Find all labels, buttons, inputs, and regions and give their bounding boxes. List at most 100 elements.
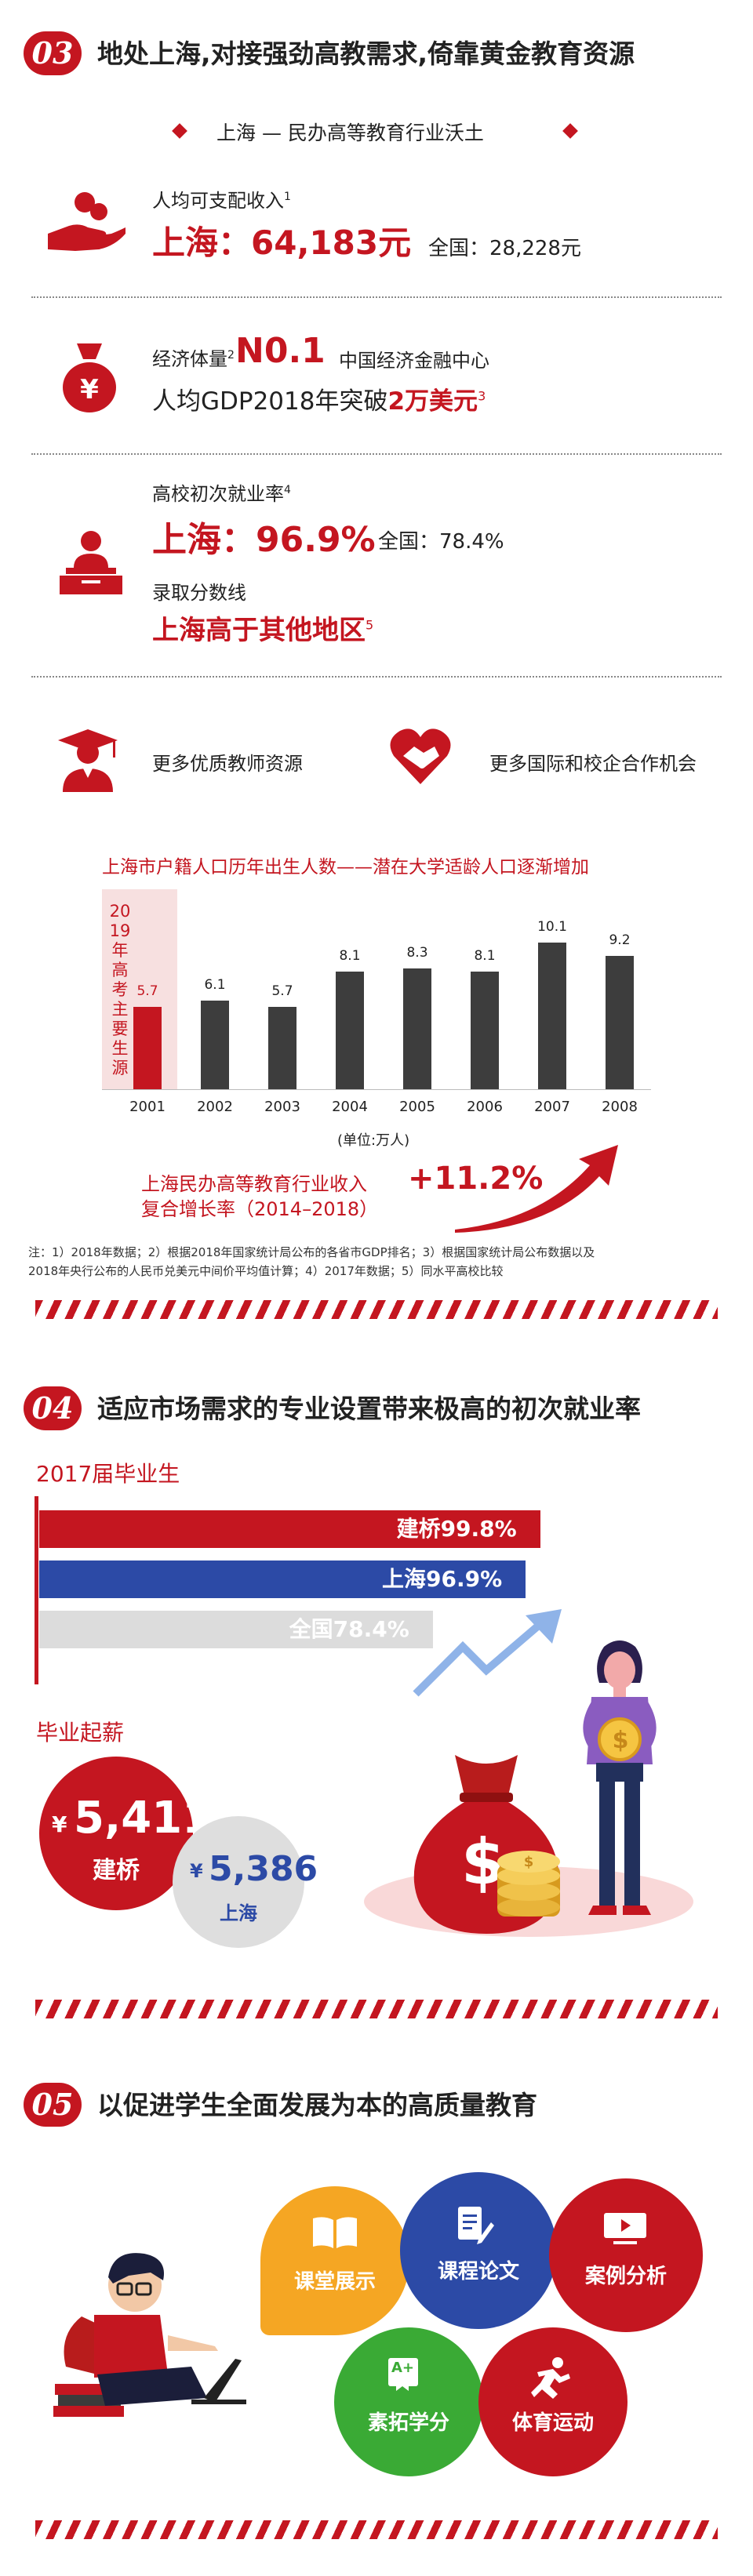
paper-edit-icon [455, 2205, 494, 2246]
activity-label: 课程论文 [437, 2260, 519, 2284]
teachers-text: 更多优质教师资源 [152, 753, 303, 775]
section-05-badge: 05 [24, 2083, 82, 2127]
chart-value-label: 8.1 [474, 948, 496, 965]
chart-year-label: 2002 [197, 1099, 233, 1115]
chart-year-label: 2006 [467, 1099, 503, 1115]
coin-stack-icon: $ [494, 1841, 565, 1920]
speaker-podium-icon [50, 530, 132, 596]
diamond-right-icon [562, 123, 578, 139]
chart-bar-2004 [336, 972, 364, 1089]
divider [31, 296, 722, 298]
salary-shanghai-name: 上海 [220, 1902, 257, 1924]
activity-circle: 课堂展示 [260, 2186, 409, 2335]
diamond-left-icon [172, 123, 187, 139]
income-value: 上海：64,183元 [152, 223, 412, 262]
activity-circle: 案例分析 [549, 2178, 703, 2332]
svg-text:$: $ [524, 1854, 534, 1870]
growth-label-2: 复合增长率（2014–2018） [141, 1198, 379, 1220]
student-laptop-illustration [50, 2249, 254, 2422]
gdp-text: 人均GDP2018年突破2万美元3 [152, 387, 486, 416]
activity-label: 案例分析 [584, 2265, 667, 2288]
growth-label-1: 上海民办高等教育行业收入 [141, 1173, 367, 1195]
activity-label: 素拓学分 [367, 2411, 449, 2435]
footnote-1: 注：1）2018年数据；2）根据2018年国家统计局公布的各省市GDP排名；3）… [28, 1245, 595, 1259]
chart-title: 上海市户籍人口历年出生人数——潜在大学适龄人口逐渐增加 [102, 857, 589, 877]
income-national: 全国：28,228元 [428, 237, 581, 260]
salary-shanghai-value: 5,386 [209, 1849, 318, 1889]
admission-value: 上海高于其他地区5 [152, 615, 374, 646]
activity-circle: 体育运动 [478, 2327, 628, 2476]
chart-bar-2003 [268, 1006, 296, 1089]
chart-year-label: 2005 [399, 1099, 435, 1115]
activity-circle: A+ 素拓学分 [334, 2327, 483, 2476]
income-label: 人均可支配收入1 [152, 190, 291, 212]
heart-handshake-icon [389, 725, 452, 787]
divider [31, 453, 722, 455]
trend-arrow-icon [408, 1608, 565, 1702]
chart-year-label: 2001 [129, 1099, 166, 1115]
chart-value-label: 8.3 [406, 945, 428, 961]
section-03-badge: 03 [24, 31, 82, 75]
hand-money-icon [44, 187, 130, 257]
growth-arrow-icon [455, 1142, 620, 1236]
salary-shanghai-circle: ¥ 5,386 上海 [173, 1816, 318, 1948]
footnote-2: 2018年央行公布的人民币兑美元中间价平均值计算；4）2017年数据；5）同水平… [28, 1264, 504, 1278]
chart-year-label: 2008 [602, 1099, 638, 1115]
cooperation-text: 更多国际和校企合作机会 [489, 753, 697, 775]
activity-circle: 课程论文 [400, 2172, 557, 2329]
woman-holding-coin-illustration [565, 1639, 675, 1921]
chart-bar-2007 [538, 943, 566, 1089]
bar-axis [35, 1496, 38, 1684]
chart-value-label: 6.1 [204, 977, 226, 994]
svg-text:¥: ¥ [80, 374, 99, 405]
chart-value-label: 10.1 [537, 919, 567, 936]
chart-bar-2005 [403, 968, 431, 1089]
growth-value: +11.2% [408, 1161, 544, 1197]
salary-jianqiao-name: 建桥 [93, 1857, 140, 1884]
certificate-icon [385, 2356, 424, 2396]
yen-icon: ¥ [190, 1860, 203, 1882]
salary-label: 毕业起薪 [36, 1720, 125, 1746]
chart-bar-2002 [201, 1001, 229, 1089]
graduate-icon [58, 729, 118, 792]
activity-label: 课堂展示 [293, 2270, 376, 2294]
admission-label: 录取分数线 [152, 582, 246, 604]
section-04-title: 适应市场需求的专业设置带来极高的初次就业率 [97, 1393, 641, 1424]
graduates-label: 2017届毕业生 [36, 1461, 180, 1487]
employment-national: 全国：78.4% [378, 530, 504, 554]
economy-rank: N0.1 [235, 331, 326, 371]
chart-year-label: 2007 [534, 1099, 570, 1115]
video-icon [602, 2210, 648, 2246]
employment-bar: 全国78.4% [39, 1611, 433, 1648]
activity-label: 体育运动 [511, 2411, 594, 2435]
chart-bar-2008 [606, 955, 634, 1089]
salary-jianqiao-circle: ¥ 5,411 建桥 [39, 1757, 213, 1910]
employment-bar: 建桥99.8% [39, 1510, 540, 1548]
section-05-title: 以促进学生全面发展为本的高质量教育 [97, 2090, 537, 2120]
stripe-divider [35, 2520, 718, 2539]
yen-icon: ¥ [52, 1811, 67, 1837]
divider [31, 676, 722, 678]
employment-bar: 上海96.9% [39, 1560, 526, 1598]
chart-band-label: 2019年高考主要生源 [109, 902, 131, 1077]
section-04-badge: 04 [24, 1386, 82, 1430]
chart-unit: (单位:万人) [337, 1132, 410, 1149]
chart-value-label: 9.2 [609, 932, 631, 948]
book-icon [311, 2215, 358, 2250]
money-bag-icon: ¥ [58, 339, 121, 414]
salary-jianqiao-value: 5,411 [74, 1793, 213, 1844]
chart-year-label: 2003 [264, 1099, 300, 1115]
stripe-divider [35, 1300, 718, 1319]
employment-value: 上海：96.9% [152, 520, 376, 560]
stripe-divider [35, 2000, 718, 2018]
chart-value-label: 5.7 [271, 983, 293, 999]
coin-dollar-icon: $ [612, 1727, 629, 1754]
economy-center: 中国经济金融中心 [339, 350, 489, 372]
chart-bar-2006 [471, 972, 499, 1089]
economy-label: 经济体量2 [152, 348, 235, 370]
runner-icon [529, 2356, 573, 2400]
chart-value-label: 8.1 [339, 948, 361, 965]
chart-baseline [102, 1089, 651, 1090]
employment-label: 高校初次就业率4 [152, 483, 291, 505]
grade-mark: A+ [391, 2360, 415, 2376]
